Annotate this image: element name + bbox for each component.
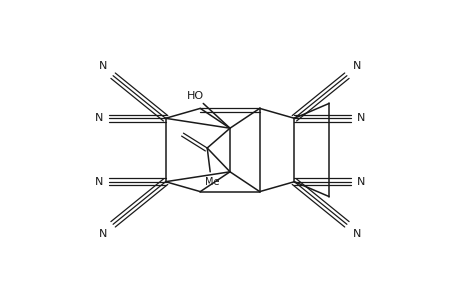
Text: Me: Me xyxy=(204,177,219,187)
Text: N: N xyxy=(356,113,364,123)
Text: N: N xyxy=(95,177,103,187)
Text: N: N xyxy=(95,113,103,123)
Text: N: N xyxy=(99,61,107,71)
Text: N: N xyxy=(352,229,360,239)
Text: N: N xyxy=(99,229,107,239)
Text: N: N xyxy=(352,61,360,71)
Text: HO: HO xyxy=(186,91,203,100)
Text: N: N xyxy=(356,177,364,187)
